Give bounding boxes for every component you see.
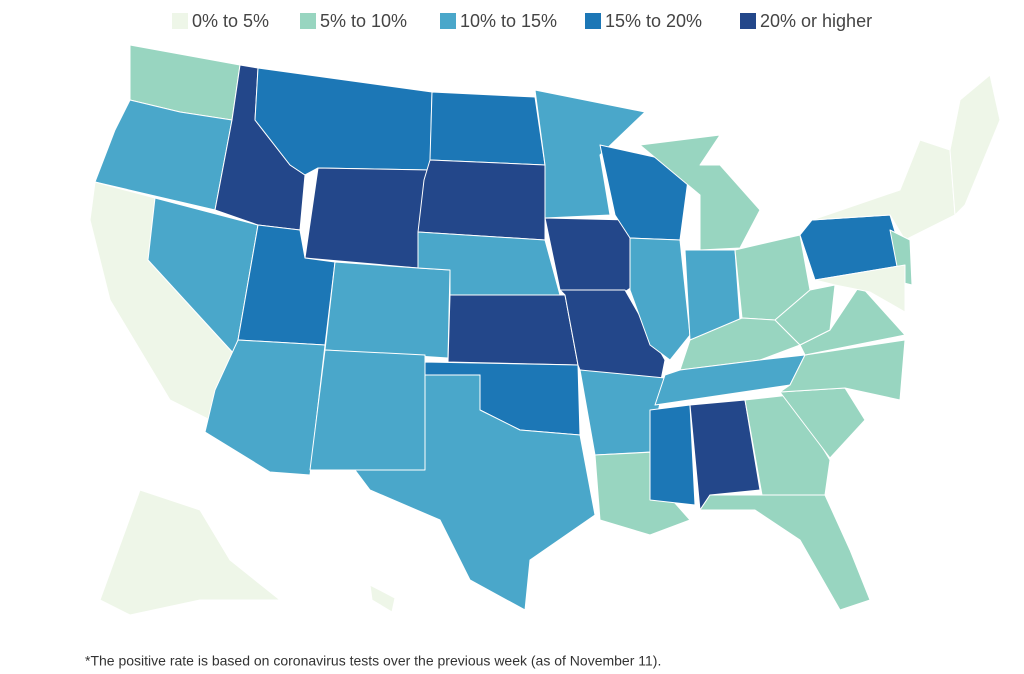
- legend-label: 0% to 5%: [192, 11, 269, 31]
- legend: 0% to 5% 5% to 10% 10% to 15% 15% to 20% 20%…: [172, 11, 872, 31]
- state: [304, 167, 431, 269]
- legend-swatch: [585, 13, 601, 29]
- legend-label: 20% or higher: [760, 11, 872, 31]
- state: [639, 134, 761, 251]
- state: [629, 237, 691, 361]
- state: [309, 349, 426, 471]
- legend-swatch: [440, 13, 456, 29]
- legend-swatch: [740, 13, 756, 29]
- state: [534, 89, 646, 219]
- state: [447, 294, 579, 366]
- state: [429, 91, 546, 166]
- state: [689, 399, 761, 511]
- state: [949, 74, 1001, 216]
- us-map: [89, 44, 1001, 616]
- legend-swatch: [172, 13, 188, 29]
- legend-label: 15% to 20%: [605, 11, 702, 31]
- state: [417, 159, 546, 241]
- footnote: *The positive rate is based on coronavir…: [85, 653, 661, 669]
- state: [204, 339, 326, 476]
- legend-swatch: [300, 13, 316, 29]
- legend-label: 5% to 10%: [320, 11, 407, 31]
- state: [649, 404, 696, 506]
- state: [699, 494, 871, 611]
- legend-label: 10% to 15%: [460, 11, 557, 31]
- state: [889, 229, 913, 286]
- state: [354, 374, 596, 611]
- state: [814, 264, 906, 313]
- state: [99, 489, 281, 616]
- state: [369, 584, 396, 613]
- state: [774, 284, 836, 346]
- state: [324, 261, 451, 359]
